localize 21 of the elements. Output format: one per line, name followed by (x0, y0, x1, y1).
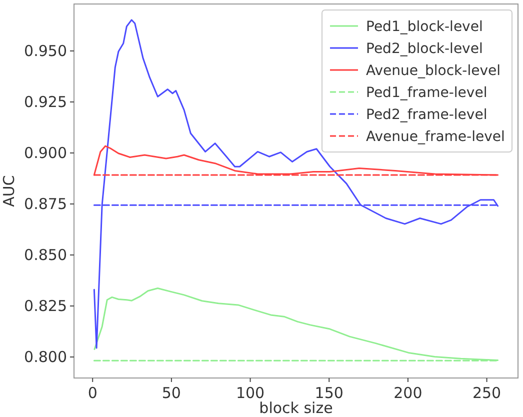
y-tick-label: 0.825 (24, 297, 67, 316)
legend-label: Ped2_frame-level (366, 106, 488, 123)
y-tick-label: 0.900 (24, 144, 67, 162)
y-tick-label: 0.925 (24, 93, 67, 112)
x-tick-label: 150 (314, 384, 344, 402)
x-axis-title: block size (259, 399, 333, 417)
legend-label: Avenue_frame-level (366, 128, 505, 145)
x-tick-label: 50 (162, 384, 181, 402)
legend-label: Ped2_block-level (366, 40, 483, 57)
x-tick-label: 0 (88, 384, 98, 402)
x-tick-label: 100 (236, 384, 265, 402)
y-tick-label: 0.800 (24, 348, 67, 366)
x-tick-label: 200 (394, 384, 422, 402)
legend-label: Avenue_block-level (366, 62, 501, 79)
legend-label: Ped1_frame-level (366, 84, 488, 101)
y-axis-title: AUC (0, 175, 18, 207)
legend-label: Ped1_block-level (366, 18, 483, 35)
y-tick-label: 0.950 (24, 42, 67, 60)
y-tick-label: 0.875 (24, 195, 67, 214)
y-tick-label: 0.850 (24, 246, 67, 264)
x-tick-label: 250 (472, 384, 502, 402)
